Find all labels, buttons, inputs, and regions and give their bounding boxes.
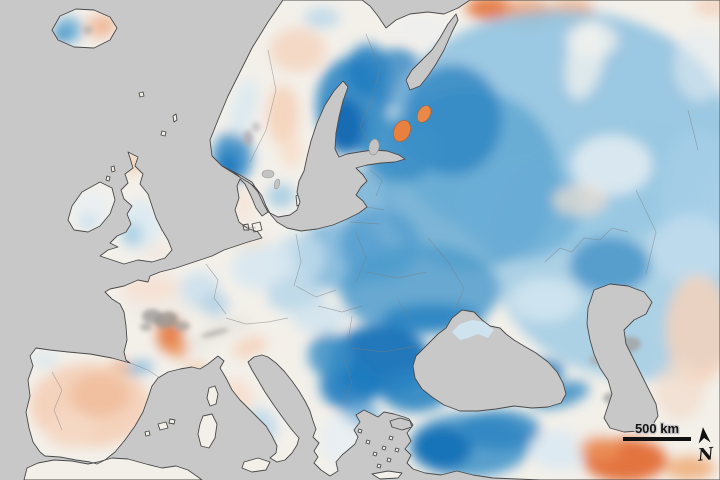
lake-vattern [273, 178, 281, 190]
lake-peipus [368, 138, 380, 156]
lake-ladoga [393, 120, 411, 142]
scale-bar: 500 km [623, 420, 691, 441]
lakes-layer [261, 105, 432, 190]
north-arrowhead [698, 427, 711, 444]
scale-bar-line [623, 437, 691, 441]
lake-onega [416, 105, 432, 123]
north-arrow-label: N [696, 444, 716, 466]
scale-bar-label: 500 km [635, 421, 679, 436]
country-borders [51, 33, 699, 431]
north-arrow-icon: N [696, 427, 716, 466]
inland-seas [221, 13, 659, 433]
lake-vanern [261, 169, 275, 179]
crimea-peninsula [452, 320, 494, 340]
